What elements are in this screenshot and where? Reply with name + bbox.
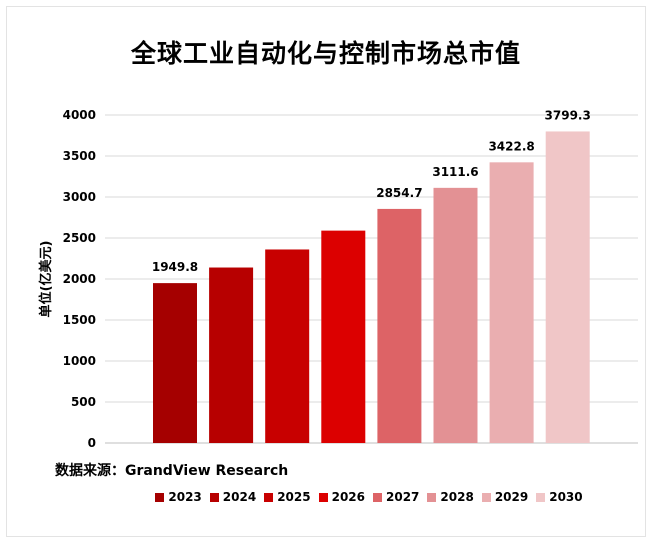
legend-item-2030: 2030	[536, 490, 583, 504]
data-label-2027: 2854.7	[376, 186, 422, 200]
legend-label: 2028	[440, 490, 474, 504]
legend-swatch	[209, 492, 219, 502]
chart-title: 全球工业自动化与控制市场总市值	[130, 39, 521, 68]
source-note: 数据来源：GrandView Research	[55, 463, 289, 479]
bar-2025	[265, 249, 310, 443]
legend-label: 2030	[549, 490, 583, 504]
bar-2028	[433, 187, 478, 443]
legend-label: 2025	[277, 490, 311, 504]
legend-item-2029: 2029	[481, 490, 529, 504]
legend-label: 2027	[386, 490, 420, 504]
data-label-2023: 1949.8	[152, 260, 198, 274]
legend-item-2023: 2023	[155, 490, 202, 504]
bar-2024	[209, 267, 254, 443]
legend-swatch	[427, 492, 437, 502]
data-label-2030: 3799.3	[545, 108, 591, 122]
legend-swatch	[481, 492, 491, 502]
legend-swatch	[373, 492, 382, 502]
y-tick-label: 2500	[63, 231, 96, 245]
y-tick-label: 0	[88, 436, 96, 450]
legend: 2023 2024 2025 2026 2027 2028 2029 2030	[0, 490, 652, 504]
legend-swatch	[155, 492, 165, 502]
legend-item-2027: 2027	[373, 490, 419, 504]
bar-2029	[489, 162, 534, 444]
legend-label: 2026	[331, 490, 365, 504]
y-tick-label: 1500	[63, 313, 96, 327]
legend-item-2025: 2025	[264, 490, 311, 504]
y-tick-label: 2000	[63, 272, 96, 286]
bar-2030	[545, 131, 590, 443]
legend-swatch	[536, 492, 546, 502]
y-axis-label: 单位(亿美元)	[38, 241, 54, 318]
data-label-2029: 3422.8	[488, 139, 534, 153]
y-tick-label: 3500	[63, 149, 96, 163]
y-tick-label: 1000	[63, 354, 96, 368]
legend-label: 2023	[168, 490, 202, 504]
y-tick-label: 500	[71, 395, 96, 409]
legend-item-2028: 2028	[427, 490, 474, 504]
legend-label: 2024	[222, 490, 257, 504]
bar-2023	[153, 283, 197, 443]
legend-label: 2029	[494, 490, 529, 504]
bar-2026	[321, 230, 366, 443]
legend-swatch	[264, 492, 274, 502]
legend-item-2024: 2024	[209, 490, 257, 504]
bar-2027	[377, 208, 422, 443]
y-tick-label: 4000	[63, 108, 96, 122]
legend-swatch	[318, 492, 328, 502]
data-label-2028: 3111.6	[432, 165, 478, 179]
legend-item-2026: 2026	[318, 490, 365, 504]
y-tick-label: 3000	[63, 190, 96, 204]
